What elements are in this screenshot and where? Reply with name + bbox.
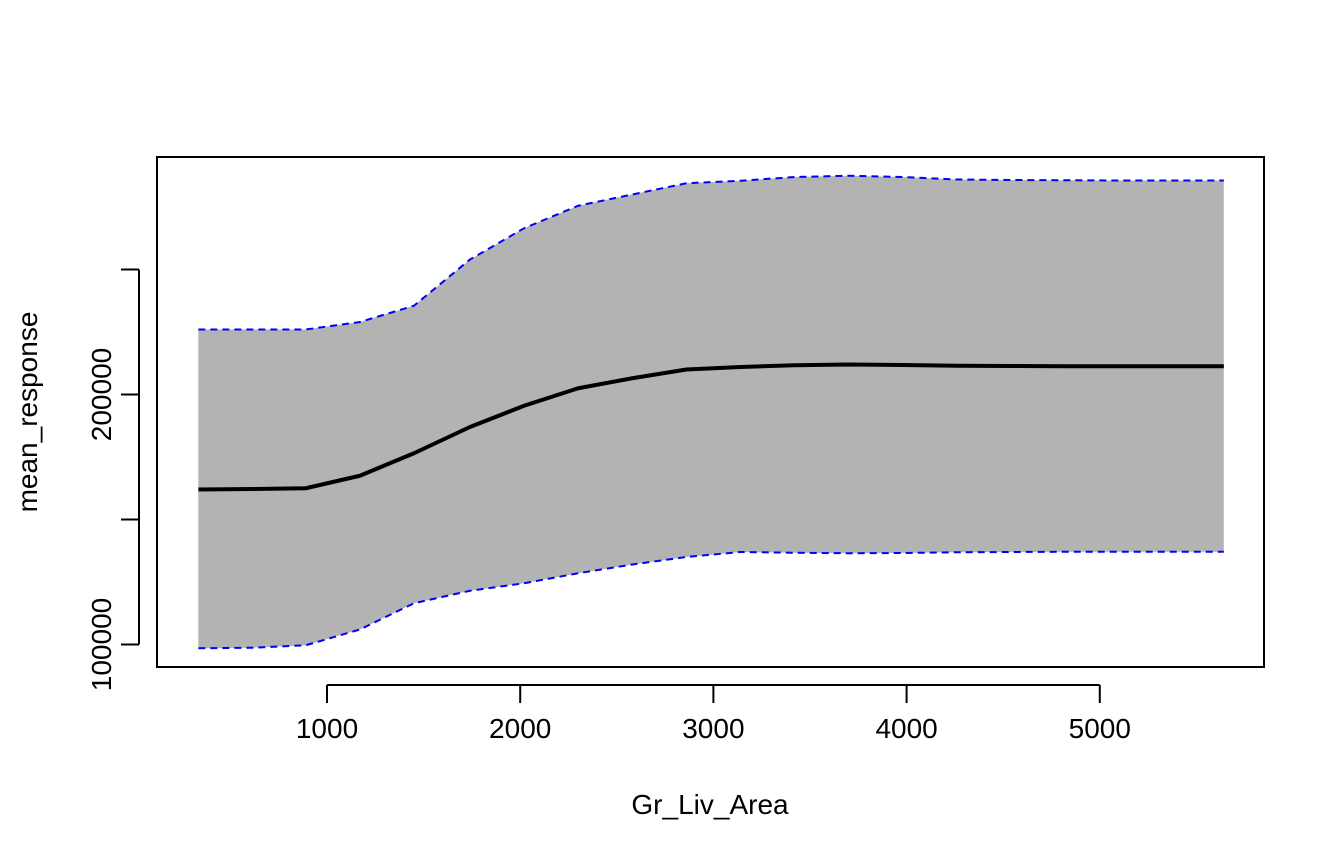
x-axis: 1000 2000 3000 4000 5000 — [296, 684, 1131, 744]
upper-bound-line — [198, 174, 1224, 331]
lower-bound-line — [198, 550, 1224, 650]
x-tick-label: 5000 — [1069, 713, 1131, 744]
band-area — [198, 175, 1224, 649]
confidence-band — [198, 175, 1224, 649]
y-axis-label: mean_response — [12, 312, 43, 513]
series-lines — [198, 174, 1224, 650]
x-tick-label: 1000 — [296, 713, 358, 744]
y-axis: 100000 200000 — [86, 268, 140, 691]
x-tick-label: 4000 — [875, 713, 937, 744]
mean-line — [198, 362, 1224, 492]
y-tick-label: 200000 — [86, 348, 117, 441]
x-tick-label: 2000 — [489, 713, 551, 744]
x-axis-label: Gr_Liv_Area — [631, 789, 789, 820]
y-tick-label: 100000 — [86, 598, 117, 691]
plot-frame — [156, 156, 1265, 668]
x-tick-label: 3000 — [682, 713, 744, 744]
